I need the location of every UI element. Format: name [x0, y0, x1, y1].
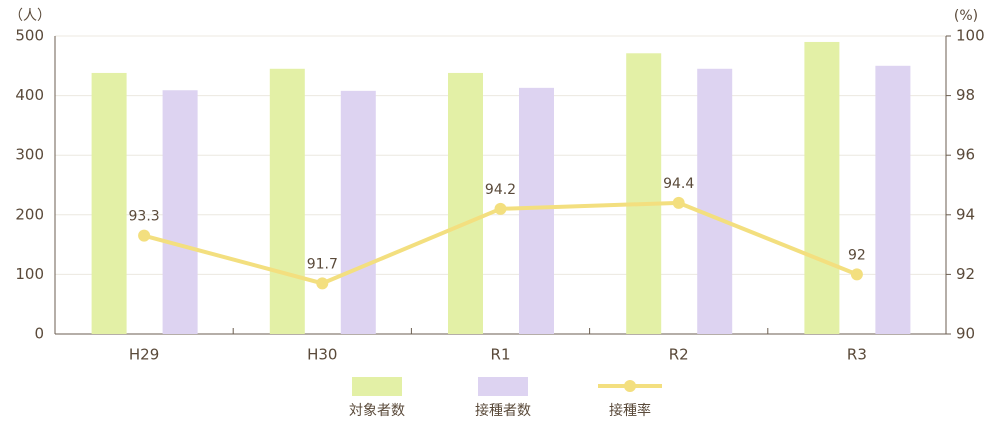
bar [269, 68, 305, 334]
legend-label: 対象者数 [349, 403, 405, 419]
legend-swatch [478, 377, 528, 396]
x-tick-label: R3 [847, 346, 867, 364]
legend-swatch [352, 377, 402, 396]
bar [875, 65, 911, 335]
bar [448, 72, 483, 335]
y2-tick-label: 96 [956, 146, 975, 164]
rate-marker [138, 229, 151, 242]
data-label: 93.3 [129, 209, 160, 225]
legend-label: 接種者数 [475, 402, 531, 419]
y-tick-label: 400 [15, 86, 44, 104]
x-tick-label: R1 [491, 346, 511, 364]
y2-tick-label: 100 [956, 27, 985, 45]
y-tick-label: 300 [15, 146, 44, 164]
y2-tick-label: 92 [956, 265, 975, 283]
data-label: 91.7 [307, 256, 338, 272]
y-tick-label: 200 [15, 205, 44, 223]
rate-marker [316, 277, 329, 290]
x-tick-label: R2 [669, 346, 689, 364]
data-label: 92 [848, 247, 866, 263]
rate-marker [672, 196, 685, 209]
bar [697, 68, 733, 334]
x-tick-label: H29 [129, 346, 159, 364]
data-label: 94.4 [663, 176, 694, 192]
y2-tick-label: 98 [956, 86, 975, 104]
y2-tick-label: 94 [956, 205, 975, 223]
x-tick-label: H30 [307, 346, 337, 364]
y-tick-label: 0 [34, 325, 44, 343]
y-tick-label: 100 [15, 265, 44, 283]
data-label: 94.2 [485, 182, 516, 198]
rate-marker [494, 202, 507, 215]
y-tick-label: 500 [15, 27, 44, 45]
bar [340, 90, 376, 334]
bar [519, 87, 554, 335]
bar [162, 90, 198, 335]
legend-marker [624, 380, 636, 392]
legend-label: 接種率 [609, 402, 651, 419]
rate-marker [850, 268, 863, 281]
bar [804, 41, 840, 335]
y2-axis-title: (%) [954, 8, 978, 24]
bar [91, 72, 127, 335]
y2-tick-label: 90 [956, 325, 975, 343]
y-axis-title: （人） [9, 8, 51, 24]
bar [626, 53, 662, 335]
